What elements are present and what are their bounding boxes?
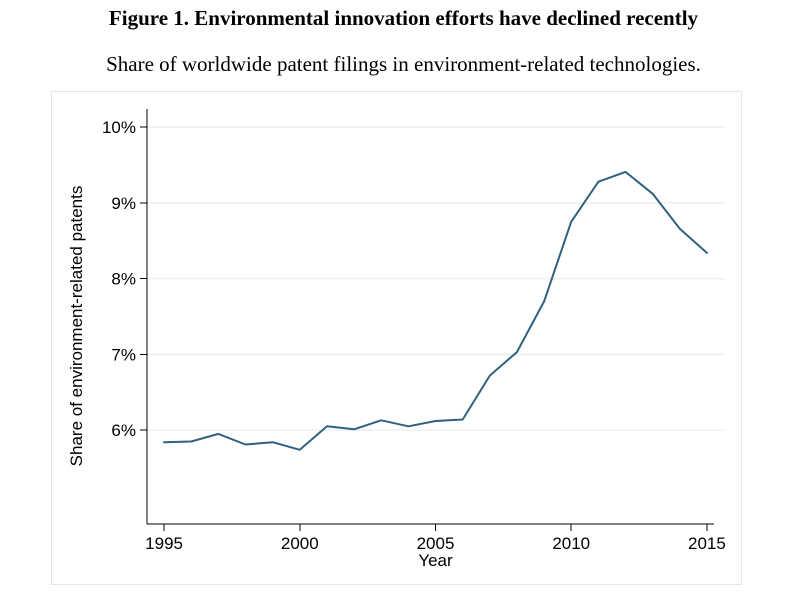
y-axis-title: Share of environment-related patents — [67, 186, 86, 467]
y-tick-label: 9% — [111, 194, 136, 213]
x-tick-label: 2005 — [417, 534, 455, 553]
chart-panel: 6% 7% 8% 9% 10% 1995 2000 2005 2010 2015 Year Share… — [51, 91, 742, 585]
x-tick-label: 1995 — [145, 534, 183, 553]
y-tick-label: 6% — [111, 421, 136, 440]
x-tick-label: 2010 — [552, 534, 590, 553]
line-chart: 6% 7% 8% 9% 10% 1995 2000 2005 2010 2015 Year Share… — [67, 109, 726, 570]
x-tick-label: 2000 — [281, 534, 319, 553]
y-tick-label: 7% — [111, 345, 136, 364]
y-tick-label: 8% — [111, 270, 136, 289]
x-axis-title: Year — [418, 551, 453, 570]
data-line-series — [163, 170, 708, 451]
figure-title: Figure 1. Environmental innovation effor… — [108, 6, 699, 30]
x-tick-label: 2015 — [688, 534, 726, 553]
figure-subtitle: Share of worldwide patent filings in env… — [106, 52, 701, 76]
y-tick-label: 10% — [102, 118, 136, 137]
